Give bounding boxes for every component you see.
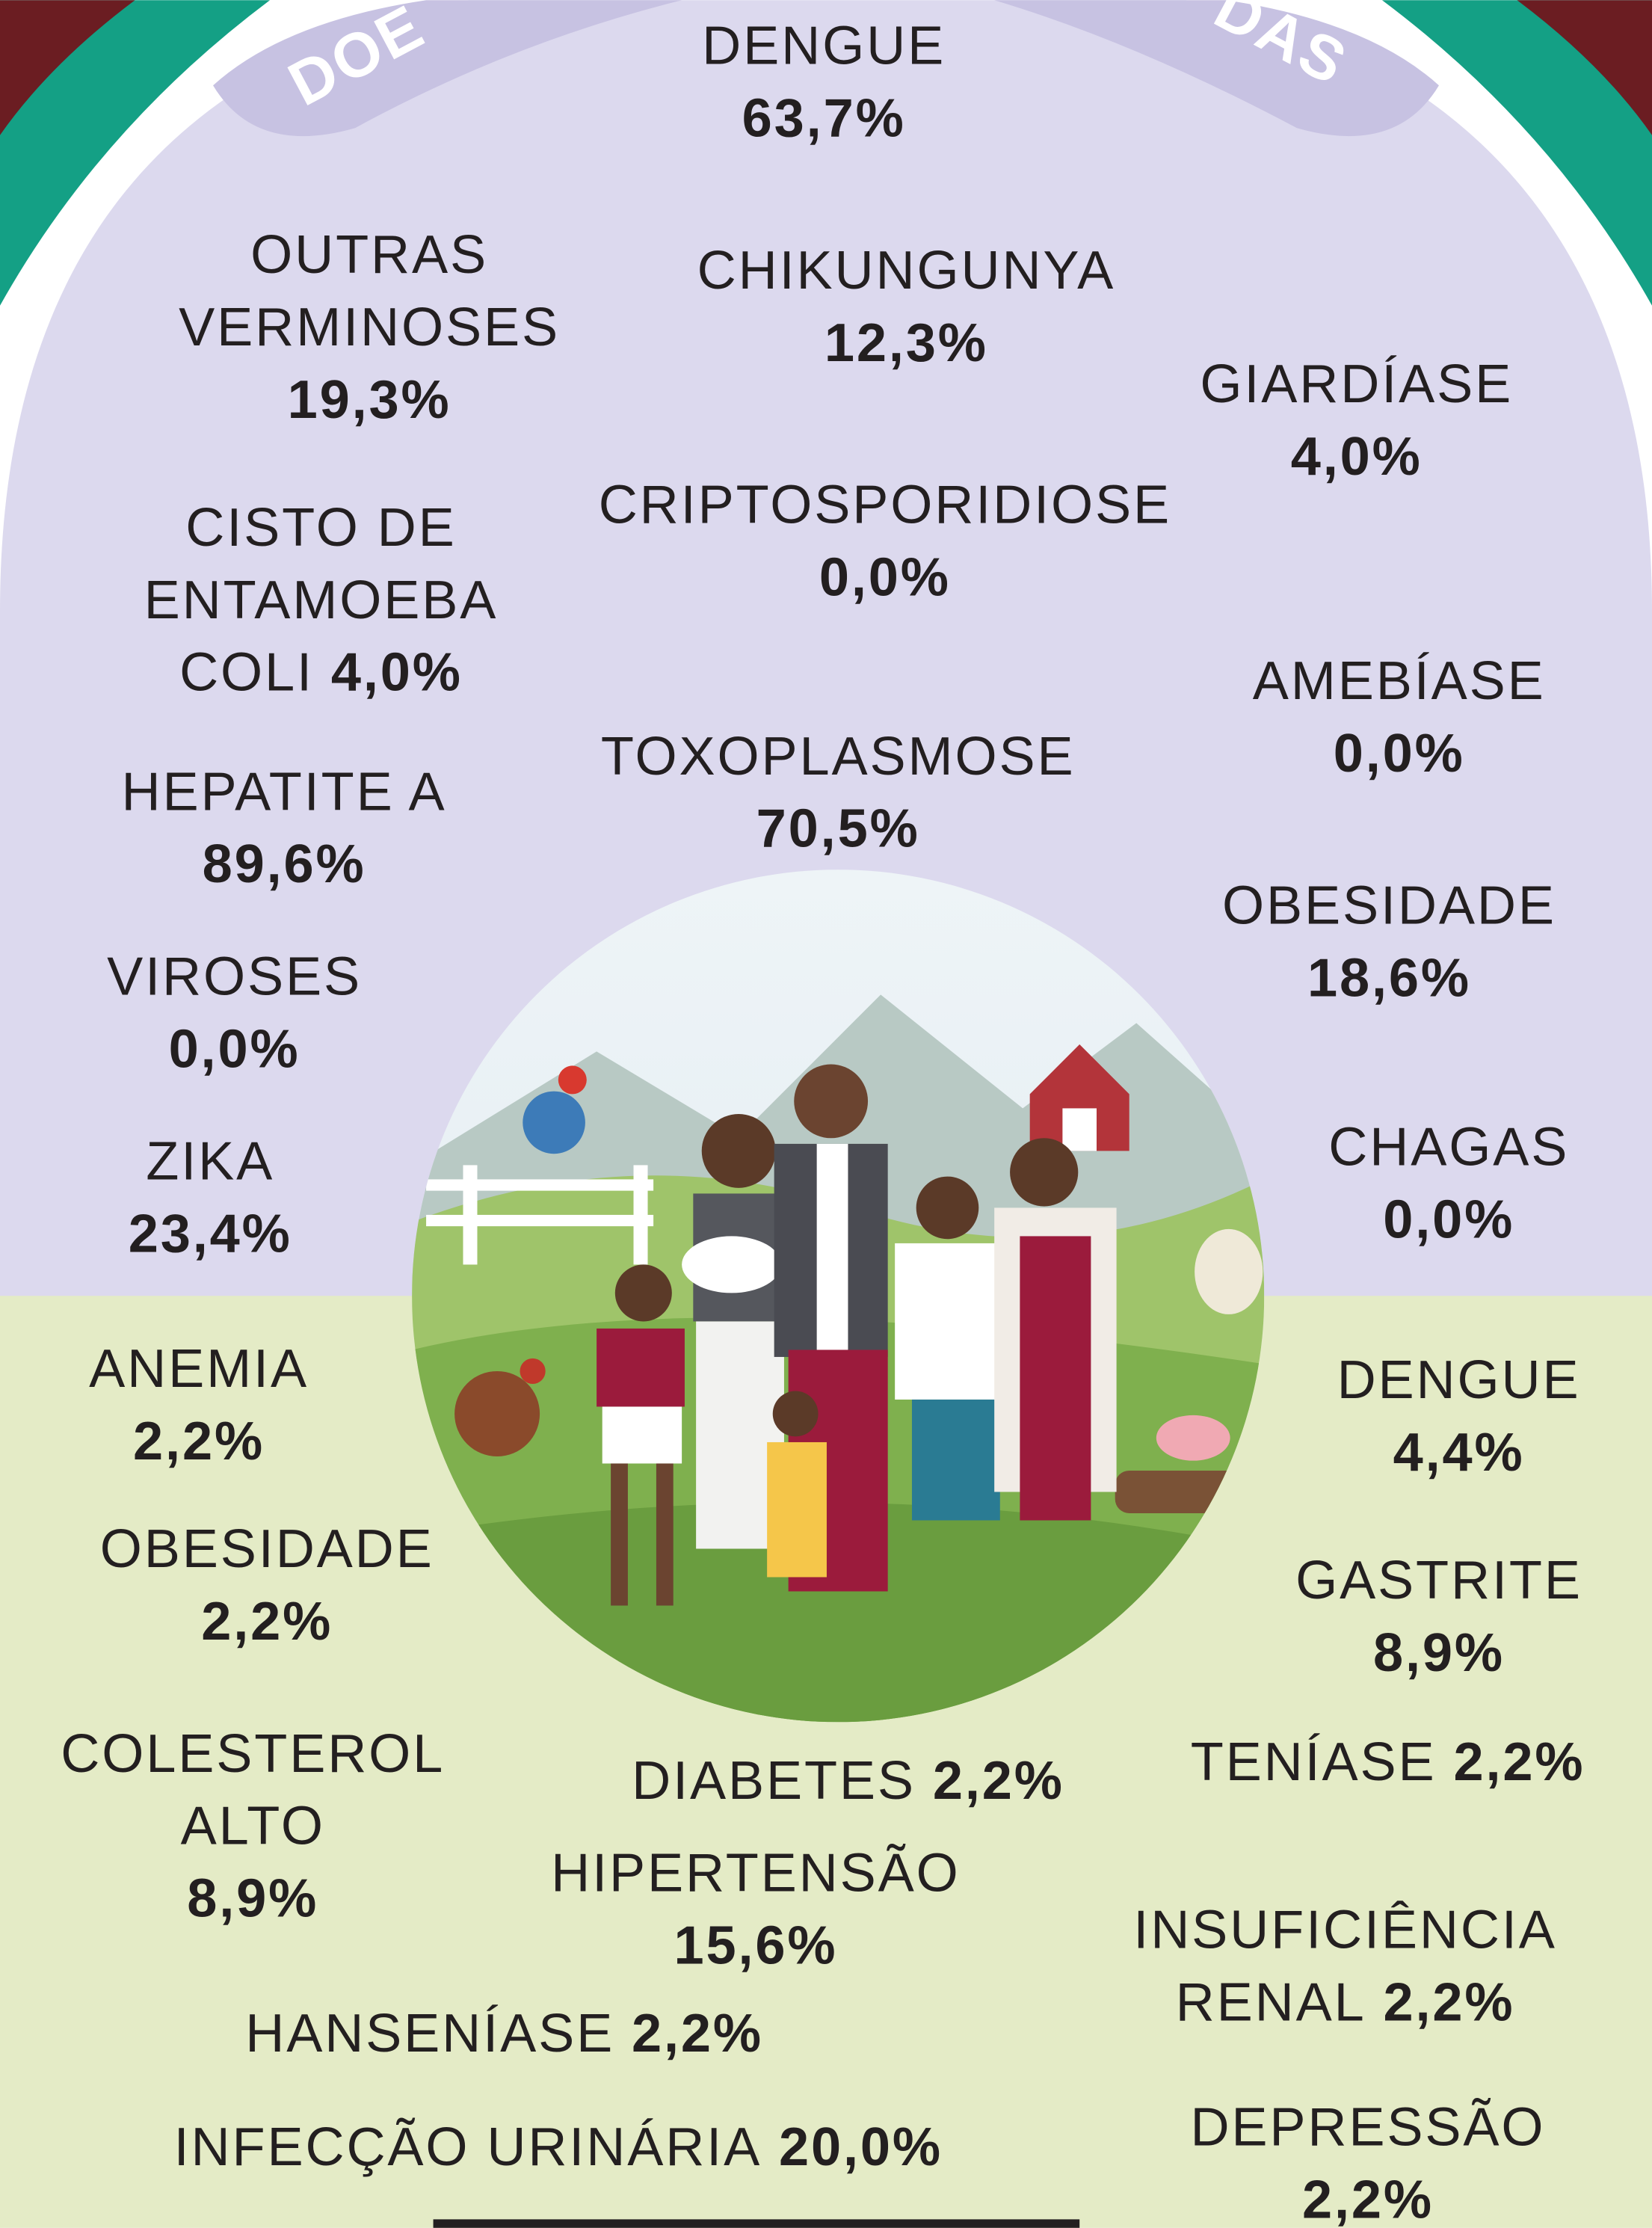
item-value: 2,2%: [933, 1751, 1064, 1811]
label-text: CISTO DE: [185, 498, 456, 558]
item-value: 23,4%: [129, 1204, 292, 1264]
item-value: 15,6%: [674, 1915, 837, 1975]
label-text: HANSENÍASE: [245, 2004, 614, 2064]
item-label: COLESTEROL: [61, 1724, 445, 1784]
item-label: ANEMIA: [89, 1339, 309, 1399]
item-label: VIROSES: [107, 947, 362, 1006]
item-label: OBESIDADE: [100, 1519, 434, 1579]
label-text: DIABETES: [632, 1751, 916, 1811]
label-text: INSUFICIÊNCIA: [1133, 1900, 1556, 1960]
label-text: CRIPTOSPORIDIOSE: [599, 475, 1171, 535]
label-text: INFECÇÃO URINÁRIA: [174, 2117, 762, 2177]
item-label: GASTRITE: [1295, 1551, 1582, 1610]
item-value: 2,2%: [1384, 1972, 1515, 2032]
illustration: [412, 870, 1264, 1722]
item-label: AMEBÍASE: [1253, 651, 1546, 711]
item-value: 2,2%: [201, 1592, 333, 1652]
item-label: TOXOPLASMOSE: [601, 727, 1076, 787]
item-value: 0,0%: [1383, 1190, 1514, 1249]
item-value: 2,2%: [632, 2004, 763, 2064]
label-text: ALTO: [181, 1797, 325, 1856]
label-text: RENAL: [1176, 1972, 1366, 2032]
item-label: OBESIDADE: [1222, 875, 1556, 935]
label-text: CHIKUNGUNYA: [697, 241, 1115, 301]
item-label: COLI 4,0%: [179, 643, 463, 703]
label-text: HIPERTENSÃO: [551, 1843, 961, 1903]
label-text: DENGUE: [702, 16, 946, 76]
item-label: RENAL 2,2%: [1176, 1972, 1515, 2032]
item-value: 63,7%: [742, 89, 906, 149]
item-value: 89,6%: [203, 834, 366, 894]
item-value: 19,3%: [288, 370, 451, 430]
item-value: 4,0%: [1291, 427, 1423, 487]
label-text: CHAGAS: [1328, 1117, 1569, 1177]
label-text: COLESTEROL: [61, 1724, 445, 1784]
item-label: ZIKA: [146, 1131, 274, 1191]
item-label: ENTAMOEBA: [144, 570, 499, 630]
item-value: 2,2%: [133, 1412, 265, 1471]
item-value: 4,0%: [331, 643, 463, 703]
label-text: VIROSES: [107, 947, 362, 1006]
label-text: DEPRESSÃO: [1190, 2098, 1545, 2158]
item-label: VERMINOSES: [179, 298, 560, 357]
item-label: CRIPTOSPORIDIOSE: [599, 475, 1171, 535]
item-value: 0,0%: [1334, 724, 1465, 784]
label-text: TOXOPLASMOSE: [601, 727, 1076, 787]
item-label: HEPATITE A: [122, 762, 447, 822]
label-text: VERMINOSES: [179, 298, 560, 357]
label-text: HEPATITE A: [122, 762, 447, 822]
label-text: ZIKA: [146, 1131, 274, 1191]
item-value: 70,5%: [756, 799, 920, 859]
label-text: ANEMIA: [89, 1339, 309, 1399]
label-text: GIARDÍASE: [1200, 354, 1513, 414]
label-text: TENÍASE: [1191, 1732, 1437, 1792]
infographic: DOE DAS DENGUE63,7%OUTRASVERMINOSES19,3%…: [0, 0, 1652, 2228]
label-text: COLI: [179, 643, 314, 703]
item-value: 8,9%: [1373, 1623, 1505, 1683]
item-label: ALTO: [181, 1797, 325, 1856]
item-label: CISTO DE: [185, 498, 456, 558]
item-value: 0,0%: [169, 1019, 300, 1079]
item-label: CHIKUNGUNYA: [697, 241, 1115, 301]
label-text: OBESIDADE: [1222, 875, 1556, 935]
item-value: 12,3%: [825, 313, 988, 373]
label-text: AMEBÍASE: [1253, 651, 1546, 711]
item-value: 0,0%: [819, 547, 951, 607]
item-label: HIPERTENSÃO: [551, 1843, 961, 1903]
item-value: 2,2%: [1302, 2170, 1434, 2228]
item-value: 2,2%: [1453, 1732, 1585, 1792]
item-value: 18,6%: [1307, 948, 1471, 1008]
item-label: HANSENÍASE 2,2%: [245, 2004, 763, 2064]
item-value: 8,9%: [187, 1869, 318, 1929]
item-label: GIARDÍASE: [1200, 354, 1513, 414]
item-label: INSUFICIÊNCIA: [1133, 1900, 1556, 1960]
item-value: 4,4%: [1393, 1423, 1525, 1483]
label-text: DENGUE: [1337, 1350, 1581, 1410]
item-label: DENGUE: [1337, 1350, 1581, 1410]
item-label: OUTRAS: [250, 225, 488, 285]
label-text: OBESIDADE: [100, 1519, 434, 1579]
label-text: GASTRITE: [1295, 1551, 1582, 1610]
item-value: 20,0%: [779, 2117, 943, 2177]
item-label: DEPRESSÃO: [1190, 2098, 1545, 2158]
item-label: DENGUE: [702, 16, 946, 76]
label-text: OUTRAS: [250, 225, 488, 285]
item-label: DIABETES 2,2%: [632, 1751, 1064, 1811]
bottom-bar: [434, 2219, 1080, 2227]
item-label: CHAGAS: [1328, 1117, 1569, 1177]
item-label: INFECÇÃO URINÁRIA 20,0%: [174, 2117, 943, 2177]
page: {"header": {"tab_left": "DOE", "tab_righ…: [0, 0, 1652, 2228]
item-label: TENÍASE 2,2%: [1191, 1732, 1585, 1792]
label-text: ENTAMOEBA: [144, 570, 499, 630]
